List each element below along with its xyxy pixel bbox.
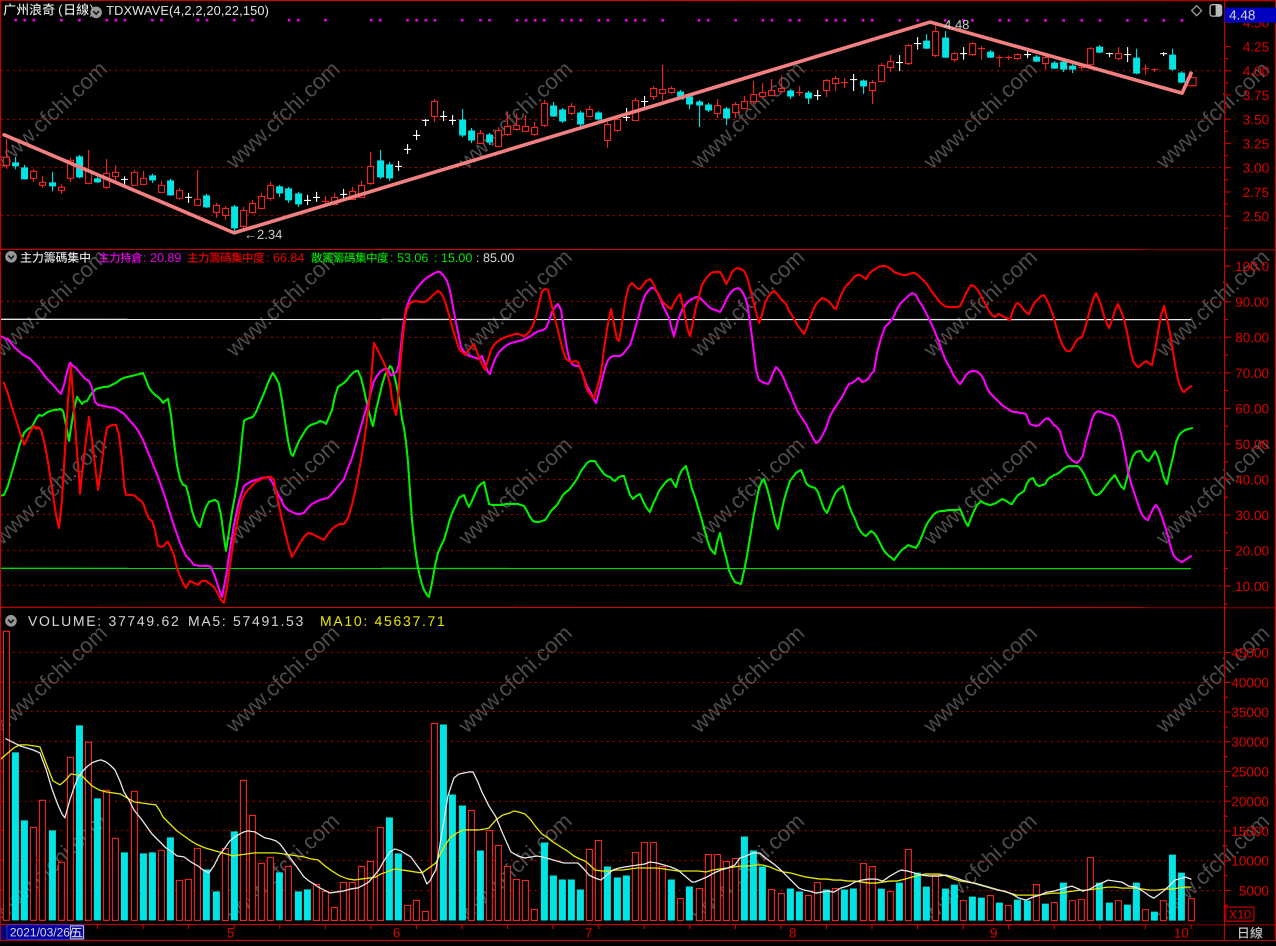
svg-text:15000: 15000: [1231, 824, 1269, 839]
svg-text:45000: 45000: [1231, 646, 1269, 661]
svg-text:4.48: 4.48: [944, 17, 969, 32]
svg-text:60.00: 60.00: [1235, 401, 1269, 416]
svg-text:10000: 10000: [1231, 854, 1269, 869]
svg-text:2.50: 2.50: [1243, 209, 1269, 224]
svg-text:5000: 5000: [1239, 883, 1269, 898]
svg-text:4.25: 4.25: [1243, 40, 1269, 55]
svg-text:4.48: 4.48: [1229, 8, 1255, 23]
svg-text:3.75: 3.75: [1243, 88, 1269, 103]
svg-text:8: 8: [789, 926, 797, 941]
svg-text:VOLUME: 37749.62: VOLUME: 37749.62: [28, 613, 181, 629]
svg-text:TDXWAVE(4,2,2,20,22,150): TDXWAVE(4,2,2,20,22,150): [106, 3, 269, 18]
svg-text:5: 5: [227, 925, 235, 940]
svg-text:30.00: 30.00: [1235, 508, 1269, 523]
svg-text:: 85.00: : 85.00: [476, 251, 514, 265]
svg-text:35000: 35000: [1231, 705, 1269, 720]
svg-text:9: 9: [990, 926, 998, 941]
svg-text:10.00: 10.00: [1235, 579, 1269, 594]
svg-text:X10: X10: [1229, 908, 1251, 922]
svg-text:: 53.06: : 53.06: [390, 251, 428, 265]
svg-text:7: 7: [585, 925, 593, 940]
svg-text:50.00: 50.00: [1235, 437, 1269, 452]
svg-text:100.0: 100.0: [1235, 259, 1269, 274]
svg-text:6: 6: [393, 925, 401, 940]
svg-text:3.50: 3.50: [1243, 112, 1269, 127]
svg-text:3.25: 3.25: [1243, 136, 1269, 151]
svg-text:2021/03/26/: 2021/03/26/: [10, 925, 74, 939]
svg-text:: 20.89: : 20.89: [143, 251, 181, 265]
svg-text:90.00: 90.00: [1235, 295, 1269, 310]
svg-text:30000: 30000: [1231, 735, 1269, 750]
svg-text:2.75: 2.75: [1243, 185, 1269, 200]
svg-text:: 66.84: : 66.84: [266, 251, 304, 265]
svg-text:4.00: 4.00: [1243, 64, 1269, 79]
svg-text:3.00: 3.00: [1243, 161, 1269, 176]
svg-text:: 15.00: : 15.00: [434, 251, 472, 265]
svg-text:MA5: 57491.53: MA5: 57491.53: [188, 613, 305, 629]
svg-text:40000: 40000: [1231, 675, 1269, 690]
svg-text:20.00: 20.00: [1235, 544, 1269, 559]
svg-text:10: 10: [1174, 926, 1189, 941]
svg-text:40.00: 40.00: [1235, 472, 1269, 487]
svg-text:70.00: 70.00: [1235, 366, 1269, 381]
svg-text:←2.34: ←2.34: [244, 227, 282, 242]
svg-text:25000: 25000: [1231, 765, 1269, 780]
svg-text:20000: 20000: [1231, 794, 1269, 809]
svg-text:MA10: 45637.71: MA10: 45637.71: [320, 613, 447, 629]
svg-text:80.00: 80.00: [1235, 330, 1269, 345]
svg-text:(: (: [58, 2, 63, 17]
